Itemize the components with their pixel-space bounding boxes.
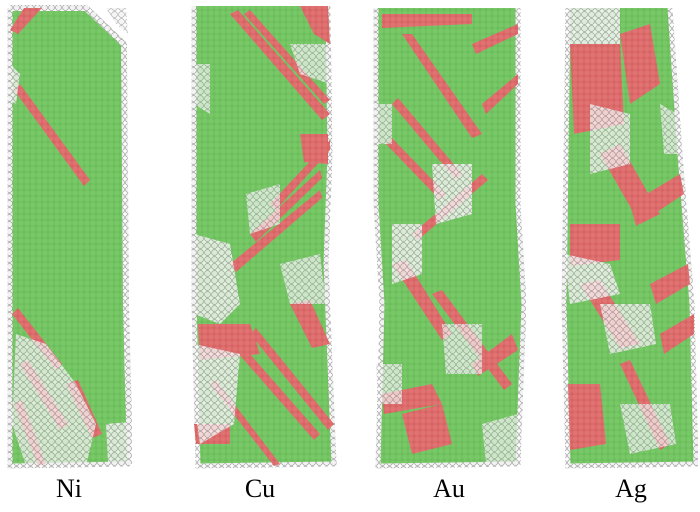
cu-nanowire-snapshot	[191, 5, 337, 469]
label-ni: Ni	[56, 474, 82, 503]
au-nanowire-snapshot	[373, 8, 526, 469]
panel-ni	[6, 4, 132, 470]
ni-disordered-region	[12, 334, 96, 466]
ag-nanowire-snapshot	[561, 7, 698, 469]
label-ag: Ag	[615, 474, 647, 503]
panel-au	[372, 4, 526, 470]
panel-cu	[190, 4, 338, 470]
panel-ag	[560, 4, 698, 470]
au-disordered-region	[432, 164, 472, 224]
au-stacking-fault	[382, 14, 472, 28]
cu-disordered-region	[194, 234, 240, 324]
ni-nanowire-snapshot	[7, 5, 132, 469]
ni-stacking-fault	[14, 84, 90, 186]
label-cu: Cu	[244, 474, 276, 503]
cu-stacking-fault	[230, 10, 330, 120]
label-au: Au	[433, 474, 465, 503]
ag-disordered-region	[568, 8, 620, 44]
